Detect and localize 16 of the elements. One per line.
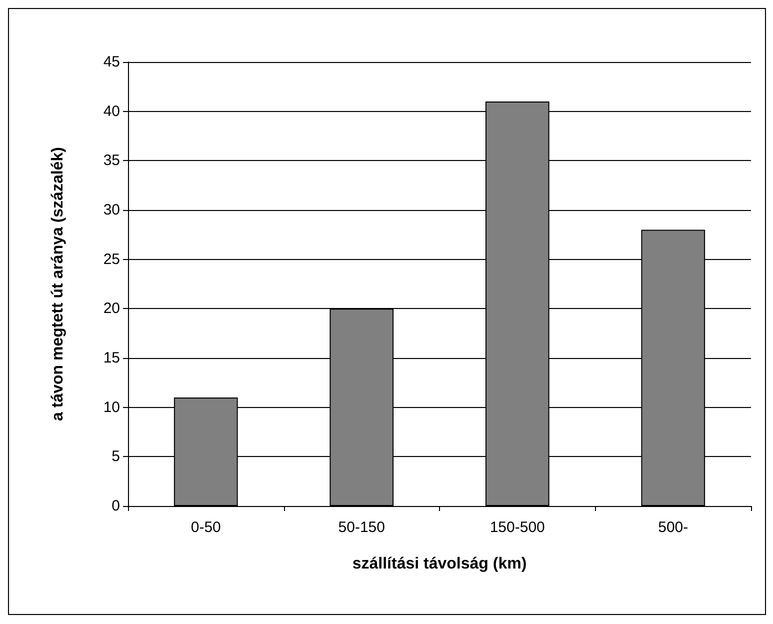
y-tick-label: 45 (103, 54, 120, 70)
x-tick-label: 150-500 (490, 519, 545, 536)
y-tick-label: 30 (103, 202, 120, 218)
y-tick-label: 10 (103, 398, 120, 416)
y-tick-label: 25 (103, 250, 120, 268)
y-tick-label: 35 (103, 152, 120, 170)
y-axis-title: a távon megtett út aránya (százalék) (50, 147, 66, 421)
y-tick-label: 0 (112, 498, 120, 514)
x-tick-label: 500- (658, 519, 688, 536)
y-tick-label: 20 (103, 300, 120, 318)
y-tick-label: 40 (103, 102, 120, 120)
x-tick-label: 50-150 (338, 519, 385, 536)
x-axis-title: szállítási távolság (km) (352, 556, 527, 572)
y-tick-label: 15 (103, 350, 120, 366)
x-tick-label: 0-50 (190, 519, 221, 536)
y-tick-label: 5 (112, 448, 120, 466)
